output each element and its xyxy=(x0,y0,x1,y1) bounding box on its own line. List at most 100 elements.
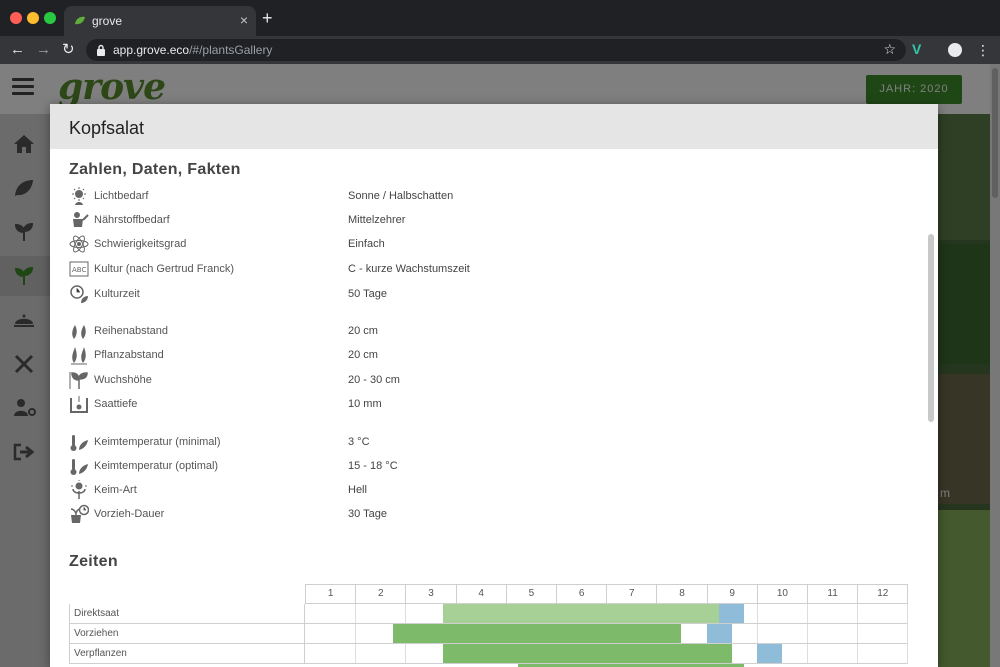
calendar-cell xyxy=(305,604,357,624)
month-header: 10 xyxy=(756,584,808,604)
modal-scrollbar-thumb[interactable] xyxy=(928,234,934,422)
url-text: app.grove.eco/#/plantsGallery xyxy=(113,43,272,57)
fact-row: ABC Kultur (nach Gertrud Franck) C - kurze… xyxy=(69,259,569,281)
calendar-cell xyxy=(706,604,758,624)
fact-value: 20 cm xyxy=(348,349,378,361)
month-header: 11 xyxy=(807,584,859,604)
fact-label: Lichtbedarf xyxy=(94,190,149,202)
pot-clock-icon xyxy=(70,504,89,523)
month-header: 5 xyxy=(505,584,557,604)
fact-label: Nährstoffbedarf xyxy=(94,214,170,226)
month-header: 7 xyxy=(606,584,658,604)
calendar-bar-harvest xyxy=(706,624,732,643)
browser-tab-bar: grove × + xyxy=(0,0,1000,36)
calendar-bar-gap xyxy=(681,624,707,643)
fact-value: C - kurze Wachstumszeit xyxy=(348,263,470,275)
month-header: 6 xyxy=(556,584,608,604)
calendar-cell xyxy=(857,624,909,644)
sun-icon xyxy=(72,187,86,205)
fact-row: Schwierigkeitsgrad Einfach xyxy=(69,234,569,256)
fact-value: Mittelzehrer xyxy=(348,214,406,226)
new-tab-button[interactable]: + xyxy=(262,8,273,28)
month-header: 12 xyxy=(857,584,909,604)
calendar-cell xyxy=(756,604,808,624)
calendar-cell xyxy=(807,604,859,624)
calendar-cell xyxy=(857,644,909,664)
month-header: 4 xyxy=(455,584,507,604)
calendar-cell xyxy=(305,624,357,644)
fact-label: Keimtemperatur (minimal) xyxy=(94,436,221,448)
fact-value: 10 mm xyxy=(348,398,382,410)
calendar-row-label: Direktsaat xyxy=(69,604,305,624)
fact-row: Vorzieh-Dauer 30 Tage xyxy=(69,504,569,526)
calendar-bar-growing xyxy=(443,644,732,663)
calendar-row-label: Vorziehen xyxy=(69,624,305,644)
bookmark-star-icon[interactable]: ☆ xyxy=(883,41,896,57)
reload-icon[interactable]: ↻ xyxy=(62,41,75,58)
browser-menu-icon[interactable]: ⋮ xyxy=(976,42,990,58)
month-header: 2 xyxy=(355,584,407,604)
calendar-bar-growing xyxy=(392,624,682,643)
fact-value: 20 - 30 cm xyxy=(348,374,400,386)
fact-label: Saattiefe xyxy=(94,398,138,410)
fact-value: 20 cm xyxy=(348,325,378,337)
fact-label: Keimtemperatur (optimal) xyxy=(94,460,219,472)
minimize-window-button[interactable] xyxy=(27,12,39,24)
extension-v-icon[interactable]: V xyxy=(912,41,922,57)
watering-icon xyxy=(73,212,89,227)
forward-arrow-icon[interactable]: → xyxy=(36,41,51,58)
calendar-cell xyxy=(355,644,407,664)
fact-label: Reihenabstand xyxy=(94,325,169,337)
plant-detail-modal: Kopfsalat Zahlen, Daten, Fakten Lichtbed… xyxy=(50,104,938,667)
light-germ-icon xyxy=(71,480,87,499)
seed-depth-icon xyxy=(70,396,88,413)
back-arrow-icon[interactable]: ← xyxy=(10,41,25,58)
tab-title: grove xyxy=(92,14,123,28)
calendar-cell xyxy=(857,604,909,624)
calendar-cell xyxy=(706,624,758,644)
height-icon xyxy=(69,372,88,389)
calendar-cell xyxy=(807,644,859,664)
modal-title: Kopfsalat xyxy=(69,118,145,138)
fact-value: 50 Tage xyxy=(348,288,387,300)
fact-row: Reihenabstand 20 cm xyxy=(69,321,569,343)
fact-value: Einfach xyxy=(348,238,385,250)
calendar-bar-direct-sowing xyxy=(443,604,720,623)
plant-spacing-icon xyxy=(71,347,87,365)
abc-icon: ABC xyxy=(69,261,89,277)
calendar-cell xyxy=(807,624,859,644)
times-section-title: Zeiten xyxy=(69,553,118,570)
svg-text:ABC: ABC xyxy=(72,266,86,274)
browser-tab[interactable]: grove × xyxy=(64,6,256,36)
fact-row: Lichtbedarf Sonne / Halbschatten xyxy=(69,186,569,208)
fact-value: 3 °C xyxy=(348,436,370,448)
fact-value: Sonne / Halbschatten xyxy=(348,190,454,202)
fact-row: Pflanzabstand 20 cm xyxy=(69,345,569,367)
tab-close-icon[interactable]: × xyxy=(239,12,248,28)
app-viewport: grove JAHR: 2020 m xyxy=(0,64,1000,667)
fact-label: Wuchshöhe xyxy=(94,374,152,386)
profile-icon[interactable] xyxy=(948,43,962,57)
fact-value: 15 - 18 °C xyxy=(348,460,398,472)
url-path: /#/plantsGallery xyxy=(189,43,273,57)
fact-label: Kultur (nach Gertrud Franck) xyxy=(94,263,234,275)
maximize-window-button[interactable] xyxy=(44,12,56,24)
row-spacing-icon xyxy=(72,325,86,339)
fact-row: Nährstoffbedarf Mittelzehrer xyxy=(69,210,569,232)
fact-label: Pflanzabstand xyxy=(94,349,164,361)
fact-row: Kulturzeit 50 Tage xyxy=(69,284,569,306)
fact-row: Saattiefe 10 mm xyxy=(69,394,569,416)
month-header: 8 xyxy=(656,584,708,604)
close-window-button[interactable] xyxy=(10,12,22,24)
calendar-cell xyxy=(305,644,357,664)
fact-row: Keimtemperatur (minimal) 3 °C xyxy=(69,432,569,454)
calendar-bar-harvest xyxy=(756,644,782,663)
month-header: 1 xyxy=(305,584,357,604)
browser-toolbar: ← → ↻ app.grove.eco/#/plantsGallery ☆ V … xyxy=(0,36,1000,64)
modal-header: Kopfsalat xyxy=(50,104,938,149)
month-header: 3 xyxy=(405,584,457,604)
fact-row: Keimtemperatur (optimal) 15 - 18 °C xyxy=(69,456,569,478)
address-bar[interactable]: app.grove.eco/#/plantsGallery ☆ xyxy=(86,39,906,61)
atom-icon xyxy=(69,235,89,253)
fact-row: Wuchshöhe 20 - 30 cm xyxy=(69,370,569,392)
